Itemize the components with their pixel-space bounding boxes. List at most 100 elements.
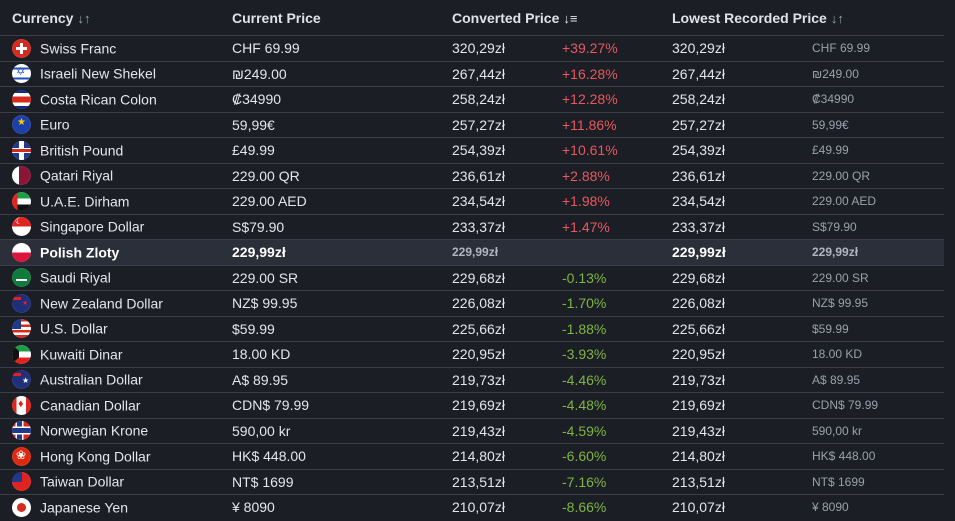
lowest-price-cell: 234,54zł [660, 188, 800, 215]
country-flag-icon [12, 268, 31, 288]
currency-cell: Hong Kong Dollar [0, 443, 220, 470]
table-row[interactable]: Polish Zloty 229,99zł 229,99zł 229,99zł 229,… [0, 239, 945, 266]
current-price-cell: NZ$ 99.95 [220, 290, 440, 317]
currency-cell: Qatari Riyal [0, 163, 220, 189]
country-flag-icon [12, 497, 31, 517]
current-price-column-header[interactable]: Current Price [220, 0, 440, 36]
country-flag-icon [12, 140, 31, 160]
table-row[interactable]: British Pound £49.99 254,39zł +10.61% 254,39… [0, 137, 945, 164]
price-difference-cell: +2.88% [550, 163, 660, 189]
lowest-price-cell: 219,69zł [660, 392, 800, 419]
currency-header-label: Currency [12, 9, 74, 26]
current-price-cell: ₡34990 [220, 86, 440, 113]
current-price-cell: ¥ 8090 [232, 499, 275, 516]
converted-price-cell: 320,29zł [440, 35, 550, 62]
sort-arrows-icon[interactable]: ↓↑ [830, 10, 844, 26]
lowest-price-cell: 320,29zł [660, 35, 800, 62]
current-price-cell: ₪249.00 [220, 61, 440, 87]
table-row[interactable]: Singapore DollarS$79.90233,37zł+1.47%233… [0, 214, 945, 240]
table-body: Swiss Franc CHF 69.99 320,29zł +39.27% 320,2… [0, 35, 945, 520]
table-row[interactable]: Saudi Riyal 229.00 SR 229,68zł -0.13% 229,68… [0, 265, 945, 291]
sort-arrows-icon[interactable]: ↓↑ [77, 10, 91, 26]
lowest-original-price-cell: £49.99 [800, 137, 945, 164]
currency-cell: Australian Dollar [0, 367, 220, 393]
converted-price-cell: 229,99zł [440, 239, 550, 266]
currency-name: U.A.E. Dirham [40, 193, 130, 210]
converted-price-column-header[interactable]: Converted Price ↓≡ [440, 0, 660, 36]
sort-descending-icon[interactable]: ↓≡ [563, 10, 578, 26]
lowest-price-cell: 220,95zł [660, 341, 800, 368]
country-flag-icon [12, 370, 31, 390]
lowest-price-cell: 226,08zł [660, 290, 800, 317]
table-row[interactable]: Qatari Riyal 229.00 QR 236,61zł +2.88% 236,6… [0, 163, 945, 189]
table-row[interactable]: Taiwan Dollar NT$ 1699 213,51zł -7.16% 213,5… [0, 469, 945, 495]
lowest-original-price-cell: 229.00 AED [800, 188, 945, 215]
country-flag-icon [12, 395, 31, 415]
table-row[interactable]: U.S. Dollar $59.99 225,66zł -1.88% 225,66zł $… [0, 316, 945, 342]
current-price-cell: 229.00 SR [220, 265, 440, 291]
currency-name: Swiss Franc [40, 40, 117, 57]
lowest-price-cell: 219,43zł [660, 418, 800, 444]
lowest-original-price-cell: 590,00 kr [800, 418, 945, 444]
current-price-cell: 59,99€ [220, 112, 440, 138]
currency-name: Euro [40, 116, 70, 133]
currency-cell: Taiwan Dollar [0, 469, 220, 495]
current-price-cell: £49.99 [220, 137, 440, 164]
currency-name: British Pound [40, 142, 124, 159]
current-price-header-label: Current Price [232, 9, 321, 26]
table-row[interactable]: Kuwaiti Dinar 18.00 KD 220,95zł -3.93% 220,9… [0, 341, 945, 368]
currency-name: Saudi Riyal [40, 269, 111, 286]
current-price-cell: 18.00 KD [220, 341, 440, 368]
current-price-cell: CHF 69.99 [220, 35, 440, 62]
lowest-price-cell: 229,68zł [660, 265, 800, 291]
table-row[interactable]: Swiss Franc CHF 69.99 320,29zł +39.27% 320,2… [0, 35, 945, 62]
country-flag-icon [12, 115, 31, 135]
current-price-cell: 590,00 kr [220, 418, 440, 444]
price-difference-cell: -6.60% [550, 443, 660, 470]
converted-price-cell: 210,07zł [452, 499, 505, 516]
converted-price-cell: 229,68zł [440, 265, 550, 291]
country-flag-icon [12, 38, 31, 58]
country-flag-icon [12, 64, 31, 84]
country-flag-icon [12, 293, 31, 313]
lowest-price-column-header[interactable]: Lowest Recorded Price ↓↑ [660, 0, 945, 36]
converted-price-cell: 219,43zł [440, 418, 550, 444]
currency-cell: New Zealand Dollar [0, 290, 220, 317]
table-row[interactable]: Norwegian Krone 590,00 kr 219,43zł -4.59% 21… [0, 418, 945, 444]
currency-cell: Polish Zloty [0, 239, 220, 266]
converted-price-cell: 213,51zł [440, 469, 550, 495]
table-row[interactable]: Israeli New Shekel₪249.00267,44zł+16.28%… [0, 61, 945, 87]
current-price-cell: 229.00 QR [220, 163, 440, 189]
currency-name: Qatari Riyal [40, 167, 114, 184]
currency-name: Australian Dollar [40, 371, 143, 388]
price-difference-cell: +11.86% [550, 112, 660, 138]
country-flag-icon [12, 446, 31, 466]
table-row[interactable]: Costa Rican Colon ₡34990 258,24zł +12.28% 25… [0, 86, 945, 113]
lowest-original-price-cell: CDN$ 79.99 [800, 392, 945, 419]
current-price-cell: HK$ 448.00 [220, 443, 440, 470]
lowest-original-price-cell: A$ 89.95 [800, 367, 945, 393]
lowest-original-price-cell: 229.00 SR [800, 265, 945, 291]
country-flag-icon [12, 319, 31, 339]
table-row[interactable]: U.A.E. Dirham 229.00 AED 234,54zł +1.98% 234… [0, 188, 945, 215]
country-flag-icon [12, 166, 31, 186]
currency-cell: Canadian Dollar [0, 392, 220, 419]
currency-cell: Norwegian Krone [0, 418, 220, 444]
lowest-original-price-cell: S$79.90 [800, 214, 945, 240]
currency-column-header[interactable]: Currency ↓↑ [0, 0, 220, 36]
currency-name: Japanese Yen [40, 499, 128, 516]
price-difference-cell: -8.66% [562, 499, 607, 516]
converted-price-cell: 234,54zł [440, 188, 550, 215]
country-flag-icon [12, 344, 31, 364]
currency-cell: Euro [0, 112, 220, 138]
converted-price-cell: 267,44zł [440, 61, 550, 87]
table-row[interactable]: Japanese Yen ¥ 8090 210,07zł -8.66% 210,07zł… [0, 495, 944, 520]
currency-cell: British Pound [0, 137, 220, 164]
current-price-cell: 229.00 AED [220, 188, 440, 215]
currency-name: Singapore Dollar [40, 218, 145, 235]
